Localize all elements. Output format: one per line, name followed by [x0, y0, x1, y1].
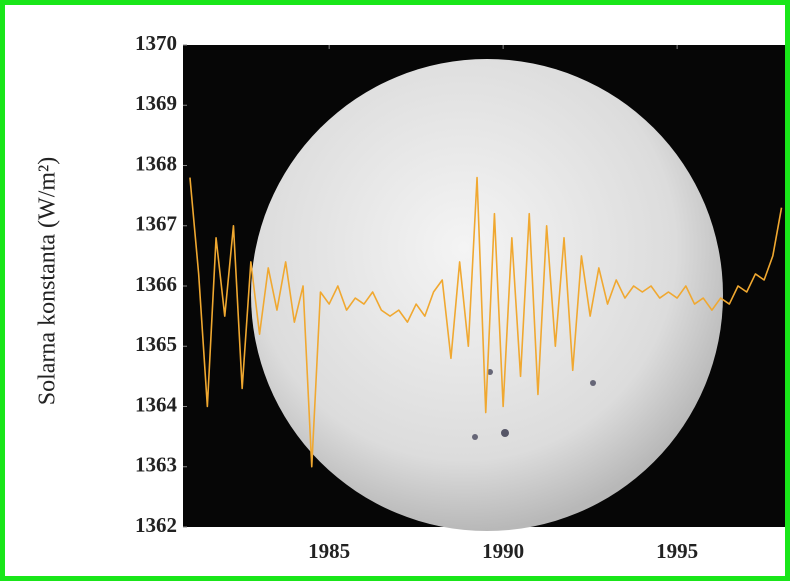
- y-tick-label: 1370: [135, 31, 177, 55]
- y-tick-label: 1368: [135, 151, 177, 175]
- sunspot: [472, 434, 478, 440]
- y-tick-label: 1365: [135, 332, 177, 356]
- screenshot: Solarna konstanta (W/m²) 1362 1363 1364 136…: [0, 0, 790, 581]
- x-tick-label: 1995: [656, 539, 698, 563]
- y-tick-label: 1363: [135, 453, 177, 477]
- y-tick-label: 1362: [135, 513, 177, 537]
- sunspot: [501, 429, 509, 437]
- y-tick-label: 1364: [135, 392, 178, 416]
- chart: Solarna konstanta (W/m²) 1362 1363 1364 136…: [5, 5, 785, 576]
- y-axis-label: Solarna konstanta (W/m²): [35, 157, 61, 405]
- sunspot: [590, 380, 596, 386]
- x-tick-label: 1990: [482, 539, 524, 563]
- y-tick-label: 1369: [135, 91, 177, 115]
- y-tick-label: 1366: [135, 272, 177, 296]
- y-tick-label: 1367: [135, 212, 177, 236]
- x-tick-label: 1985: [308, 539, 350, 563]
